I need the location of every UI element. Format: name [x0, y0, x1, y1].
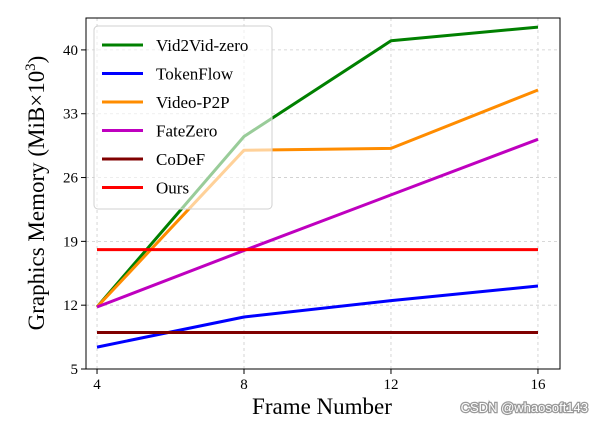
series-line-fatezero — [96, 137, 539, 309]
legend-items: Vid2Vid-zero TokenFlow Video-P2P FateZero Co… — [102, 36, 248, 198]
y-tick-label: 26 — [63, 171, 79, 187]
y-tick-label: 5 — [71, 362, 79, 378]
y-tick-label: 19 — [63, 234, 78, 250]
x-tick-label: 12 — [383, 377, 398, 393]
series-lines — [95, 25, 539, 349]
y-axis-label-close: ) — [24, 56, 49, 64]
series-line-vid2vid-zero — [95, 25, 539, 308]
y-tick-label: 12 — [63, 298, 78, 314]
legend: Vid2Vid-zero TokenFlow Video-P2P FateZero Co… — [93, 25, 273, 210]
y-axis-label: Graphics Memory (MiB×103) — [23, 56, 49, 331]
legend-label-tokenflow: TokenFlow — [156, 65, 234, 84]
y-tick-label: 40 — [63, 43, 78, 59]
x-tick-label: 16 — [530, 377, 546, 393]
y-tick-label: 33 — [63, 107, 78, 123]
x-axis-label: Frame Number — [252, 394, 392, 419]
y-axis-ticks: 5 12 19 26 33 40 — [63, 43, 86, 378]
legend-label-video-p2p: Video-P2P — [156, 93, 230, 112]
plot-frame — [85, 17, 561, 370]
legend-label-vid2vid-zero: Vid2Vid-zero — [156, 36, 248, 55]
x-tick-label: 4 — [93, 377, 101, 393]
y-axis-label-text: Graphics Memory (MiB×10 — [24, 71, 49, 331]
legend-label-fatezero: FateZero — [156, 122, 217, 141]
series-line-video-p2p — [95, 88, 539, 309]
watermark-text: CSDN @whaosoft143 — [461, 400, 588, 415]
series-line-tokenflow — [96, 284, 539, 349]
legend-label-codef: CoDeF — [156, 150, 205, 169]
legend-label-ours: Ours — [156, 179, 189, 198]
x-axis-ticks: 4 8 12 16 — [93, 369, 546, 393]
legend-box — [93, 25, 273, 210]
x-tick-label: 8 — [240, 377, 248, 393]
watermark: CSDN @whaosoft143 — [459, 399, 589, 417]
y-axis-label-exponent: 3 — [23, 63, 39, 71]
